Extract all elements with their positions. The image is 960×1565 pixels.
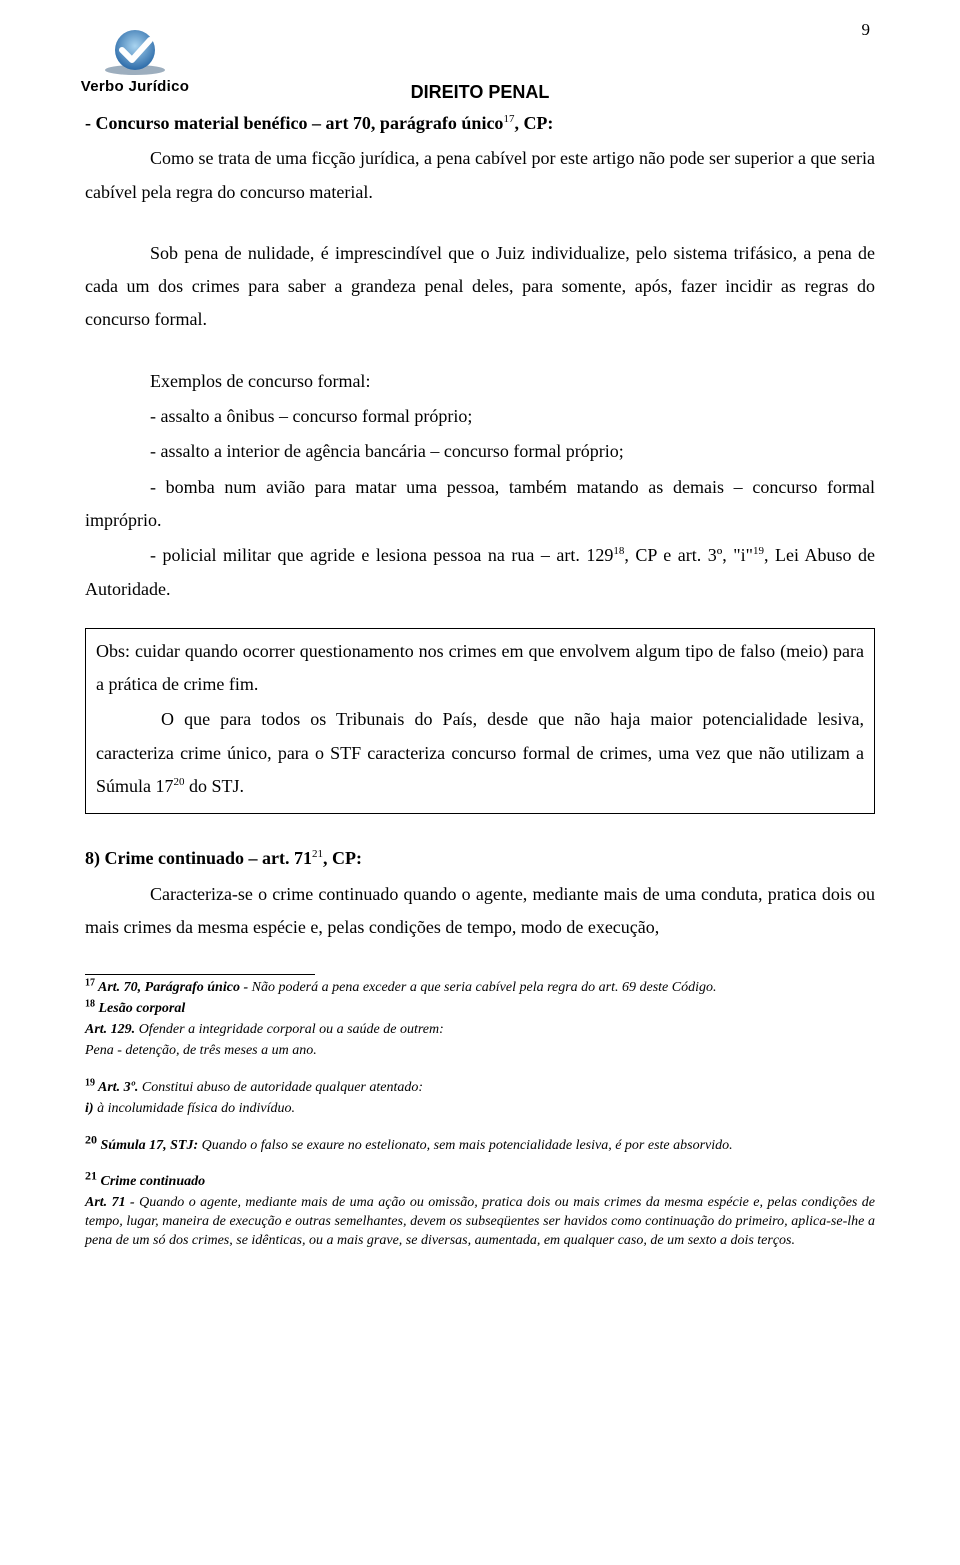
paragraph-body: Como se trata de uma ficção jurídica, a … <box>85 142 875 209</box>
example-item: - policial militar que agride e lesiona … <box>85 539 875 606</box>
box-paragraph: O que para todos os Tribunais do País, d… <box>96 703 864 803</box>
footnote-text: Ofender a integridade corporal ou a saúd… <box>135 1022 444 1037</box>
footnote-21: 21 Crime continuado <box>85 1173 875 1192</box>
footnote-21-line2: Art. 71 - Quando o agente, mediante mais… <box>85 1194 875 1251</box>
footnote-article: Art. 129. <box>85 1022 135 1037</box>
section-heading-concurso-material: - Concurso material benéfico – art 70, p… <box>85 107 875 140</box>
paragraph-body: Sob pena de nulidade, é imprescindível q… <box>85 237 875 337</box>
footnote-number: 21 <box>85 1169 97 1183</box>
footnote-text: Constitui abuso de autoridade qualquer a… <box>138 1080 423 1095</box>
footnote-number: 18 <box>85 998 95 1009</box>
spacer <box>85 1063 875 1077</box>
box-paragraph: Obs: cuidar quando ocorrer questionament… <box>96 635 864 702</box>
footnote-article: Art. 71 - <box>85 1195 139 1210</box>
footnote-number: 17 <box>85 978 95 989</box>
footnote-label: Art. 70, Parágrafo único - <box>95 980 252 995</box>
footnote-ref-20: 20 <box>174 776 185 788</box>
footnote-18-line2: Art. 129. Ofender a integridade corporal… <box>85 1021 875 1040</box>
footnote-19: 19 Art. 3º. Constitui abuso de autoridad… <box>85 1079 875 1098</box>
footnote-text: Não poderá a pena exceder a que seria ca… <box>252 980 717 995</box>
spacer <box>85 339 875 365</box>
example-text: - policial militar que agride e lesiona … <box>150 545 613 565</box>
footnote-label: Lesão corporal <box>95 1001 185 1016</box>
footnote-ref-19: 19 <box>753 545 764 557</box>
examples-heading: Exemplos de concurso formal: <box>85 365 875 398</box>
box-text: do STJ. <box>185 776 245 796</box>
example-item: - assalto a interior de agência bancária… <box>85 435 875 468</box>
spacer <box>85 211 875 237</box>
brand-logo: Verbo Jurídico <box>60 28 210 95</box>
example-text: , CP e art. 3º, "i" <box>624 545 753 565</box>
footnote-number: 19 <box>85 1077 95 1088</box>
observation-box: Obs: cuidar quando ocorrer questionament… <box>85 628 875 814</box>
footnote-item: i) <box>85 1101 94 1116</box>
heading-suffix: , CP: <box>514 113 553 133</box>
heading-text: - Concurso material benéfico – art 70, p… <box>85 113 503 133</box>
section-heading-crime-continuado: 8) Crime continuado – art. 7121, CP: <box>85 842 875 875</box>
footnote-18-line3: Pena - detenção, de três meses a um ano. <box>85 1042 875 1061</box>
footnote-text: Quando o falso se exaure no estelionato,… <box>198 1138 733 1153</box>
footnote-ref-18: 18 <box>613 545 624 557</box>
footnote-20: 20 Súmula 17, STJ: Quando o falso se exa… <box>85 1137 875 1156</box>
paragraph-body: Caracteriza-se o crime continuado quando… <box>85 878 875 945</box>
spacer <box>85 1157 875 1171</box>
globe-check-icon <box>100 28 170 76</box>
footnote-label: Art. 3º. <box>95 1080 138 1095</box>
heading-suffix: , CP: <box>323 848 362 868</box>
footnote-separator <box>85 974 315 975</box>
page-number: 9 <box>862 20 871 40</box>
brand-name: Verbo Jurídico <box>60 78 210 95</box>
example-item: - bomba num avião para matar uma pessoa,… <box>85 471 875 538</box>
heading-text: 8) Crime continuado – art. 71 <box>85 848 312 868</box>
footnote-number: 20 <box>85 1132 97 1146</box>
footnote-ref-21: 21 <box>312 848 323 860</box>
footnote-text: à incolumidade física do indivíduo. <box>94 1101 295 1116</box>
footnote-19-line2: i) à incolumidade física do indivíduo. <box>85 1100 875 1119</box>
footnote-text: Quando o agente, mediante mais de uma aç… <box>85 1195 875 1248</box>
footnote-17: 17 Art. 70, Parágrafo único - Não poderá… <box>85 979 875 998</box>
footnote-label: Súmula 17, STJ: <box>97 1138 198 1153</box>
footnote-ref-17: 17 <box>503 113 514 125</box>
spacer <box>85 1121 875 1135</box>
footnote-18: 18 Lesão corporal <box>85 1000 875 1019</box>
example-item: - assalto a ônibus – concurso formal pró… <box>85 400 875 433</box>
footnote-label: Crime continuado <box>97 1174 205 1189</box>
page: 9 Verbo Jurídico DIREITO PENAL - Concurs… <box>0 0 960 1293</box>
